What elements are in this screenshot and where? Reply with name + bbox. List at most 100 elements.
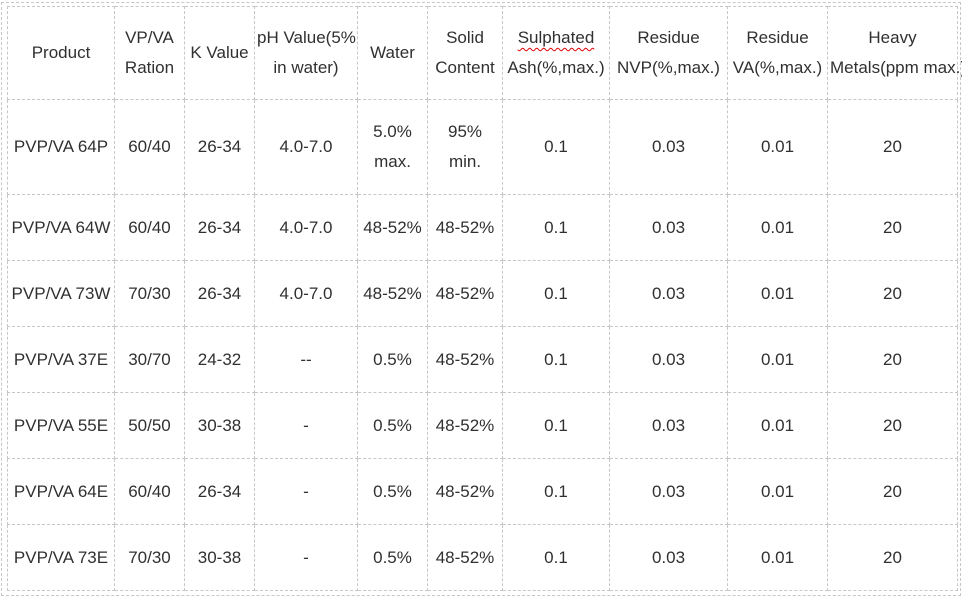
table-cell-k-value: 26-34 xyxy=(184,194,255,261)
table-cell-residue-nvp: 0.03 xyxy=(609,194,728,261)
table-cell-k-value: 24-32 xyxy=(184,326,255,393)
table-cell-sulphated-ash: 0.1 xyxy=(502,458,610,525)
table-cell-sulphated-ash: 0.1 xyxy=(502,260,610,327)
header-cell-residue-va: Residue VA(%,max.) xyxy=(727,6,828,100)
table-row-pvp-va-73e: PVP/VA 73E 70/30 30-38-0.5% 48-52% 0.1 0.03 0.… xyxy=(7,524,958,591)
table-cell-residue-va: 0.01 xyxy=(727,392,828,459)
header-line: NVP(%,max.) xyxy=(617,58,720,77)
table-cell-k-value: 30-38 xyxy=(184,392,255,459)
table-cell-residue-va: 0.01 xyxy=(727,458,828,525)
table-cell-residue-nvp: 0.03 xyxy=(609,260,728,327)
table-cell-sulphated-ash: 0.1 xyxy=(502,194,610,261)
table-cell-ph-value: - xyxy=(254,392,358,459)
table-cell-product: PVP/VA 64P xyxy=(7,99,115,195)
header-line: VA(%,max.) xyxy=(732,58,823,77)
table-row-pvp-va-64p: PVP/VA 64P 60/40 26-34 4.0-7.0 5.0% max. 95% … xyxy=(7,99,958,195)
table-cell-vpva-ration: 30/70 xyxy=(114,326,185,393)
table-row-pvp-va-37e: PVP/VA 37E 30/70 24-32 -- 0.5% 48-52% 0.1 0.03 0… xyxy=(7,326,958,393)
table-cell-ph-value: - xyxy=(254,458,358,525)
table-cell-residue-nvp: 0.03 xyxy=(609,99,728,195)
table-cell-heavy-metals: 20 xyxy=(827,99,958,195)
header-line: Water xyxy=(370,43,415,62)
table-cell-sulphated-ash: 0.1 xyxy=(502,99,610,195)
table-cell-product: PVP/VA 64W xyxy=(7,194,115,261)
table-cell-residue-va: 0.01 xyxy=(727,194,828,261)
header-line: Product xyxy=(31,43,91,62)
header-line: Residue xyxy=(746,28,809,47)
header-cell-heavy-metals: Heavy Metals(ppm max.) xyxy=(827,6,962,100)
table-cell-ph-value: -- xyxy=(254,326,358,393)
table-cell-residue-va: 0.01 xyxy=(727,524,828,591)
table-cell-ph-value: 4.0-7.0 xyxy=(254,99,358,195)
header-cell-sulphated-ash: Sulphated Ash(%,max.) xyxy=(502,6,610,100)
header-line: VP/VA xyxy=(125,28,174,47)
table-row-pvp-va-64e: PVP/VA 64E 60/40 26-34-0.5% 48-52% 0.1 0.03 0.… xyxy=(7,458,958,525)
table-body: PVP/VA 64P 60/40 26-34 4.0-7.0 5.0% max. 95% … xyxy=(7,99,958,591)
table-cell-heavy-metals: 20 xyxy=(827,392,958,459)
table-row-pvp-va-55e: PVP/VA 55E 50/50 30-38-0.5% 48-52% 0.1 0.03 0.… xyxy=(7,392,958,459)
table-cell-solid-content: 95% min. xyxy=(427,99,503,195)
table-cell-ph-value: - xyxy=(254,524,358,591)
table-cell-heavy-metals: 20 xyxy=(827,194,958,261)
header-line: Residue xyxy=(637,28,700,47)
header-cell-k-value: K Value xyxy=(184,6,255,100)
table-cell-water: 0.5% xyxy=(357,326,428,393)
table-cell-vpva-ration: 60/40 xyxy=(114,194,185,261)
table-cell-solid-content: 48-52% xyxy=(427,458,503,525)
header-cell-ph-value: pH Value(5% in water) xyxy=(254,6,358,100)
table-cell-product: PVP/VA 73W xyxy=(7,260,115,327)
header-cell-water: Water xyxy=(357,6,428,100)
table-cell-heavy-metals: 20 xyxy=(827,524,958,591)
table-cell-residue-nvp: 0.03 xyxy=(609,458,728,525)
product-spec-table: Product VP/VA Ration K Value pH Value(5% in w… xyxy=(7,6,962,591)
table-cell-solid-content: 48-52% xyxy=(427,524,503,591)
table-cell-heavy-metals: 20 xyxy=(827,260,958,327)
table-cell-residue-nvp: 0.03 xyxy=(609,392,728,459)
table-cell-product: PVP/VA 73E xyxy=(7,524,115,591)
table-cell-ph-value: 4.0-7.0 xyxy=(254,194,358,261)
header-cell-vpva-ration: VP/VA Ration xyxy=(114,6,185,100)
table-header: Product VP/VA Ration K Value pH Value(5% in w… xyxy=(7,6,962,100)
table-cell-vpva-ration: 50/50 xyxy=(114,392,185,459)
header-cell-solid-content: Solid Content xyxy=(427,6,503,100)
table-cell-vpva-ration: 60/40 xyxy=(114,99,185,195)
table-cell-ph-value: 4.0-7.0 xyxy=(254,260,358,327)
table-cell-heavy-metals: 20 xyxy=(827,326,958,393)
header-line: pH Value(5% xyxy=(257,28,356,47)
table-cell-water: 48-52% xyxy=(357,194,428,261)
header-line: Metals(ppm max.) xyxy=(830,58,962,77)
table-row-pvp-va-73w: PVP/VA 73W 70/30 26-34 4.0-7.0 48-52% 48-52% 0… xyxy=(7,260,958,327)
header-line: Content xyxy=(435,58,495,77)
header-cell-product: Product xyxy=(7,6,115,100)
header-line: Solid xyxy=(446,28,484,47)
table-cell-water: 0.5% xyxy=(357,458,428,525)
header-line: Heavy xyxy=(868,28,917,47)
table-cell-k-value: 26-34 xyxy=(184,99,255,195)
table-cell-vpva-ration: 70/30 xyxy=(114,260,185,327)
table-cell-product: PVP/VA 64E xyxy=(7,458,115,525)
table-cell-water: 0.5% xyxy=(357,392,428,459)
table-cell-water: 0.5% xyxy=(357,524,428,591)
table-cell-k-value: 26-34 xyxy=(184,260,255,327)
table-cell-residue-va: 0.01 xyxy=(727,99,828,195)
table-cell-heavy-metals: 20 xyxy=(827,458,958,525)
table-cell-solid-content: 48-52% xyxy=(427,392,503,459)
header-line: Ash(%,max.) xyxy=(507,58,605,77)
table-cell-vpva-ration: 60/40 xyxy=(114,458,185,525)
header-line: Ration xyxy=(124,58,175,77)
table-cell-solid-content: 48-52% xyxy=(427,194,503,261)
table-cell-k-value: 26-34 xyxy=(184,458,255,525)
header-line: in water) xyxy=(273,58,339,77)
table-cell-product: PVP/VA 55E xyxy=(7,392,115,459)
table-cell-sulphated-ash: 0.1 xyxy=(502,524,610,591)
table-cell-sulphated-ash: 0.1 xyxy=(502,326,610,393)
header-cell-residue-nvp: Residue NVP(%,max.) xyxy=(609,6,728,100)
table-cell-residue-va: 0.01 xyxy=(727,326,828,393)
table-cell-solid-content: 48-52% xyxy=(427,326,503,393)
table-cell-water: 48-52% xyxy=(357,260,428,327)
table-cell-residue-nvp: 0.03 xyxy=(609,326,728,393)
table-cell-vpva-ration: 70/30 xyxy=(114,524,185,591)
header-row: Product VP/VA Ration K Value pH Value(5% in w… xyxy=(7,6,962,100)
